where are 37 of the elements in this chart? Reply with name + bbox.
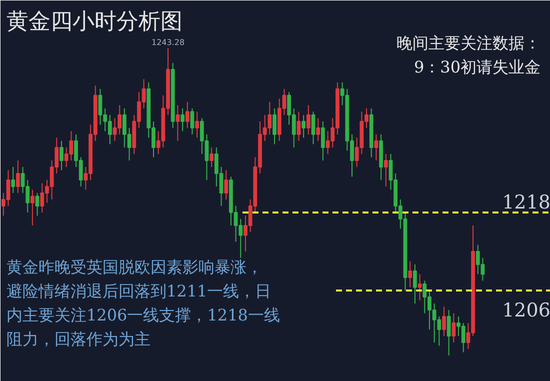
candlestick <box>195 111 200 138</box>
candlestick <box>320 120 325 161</box>
chart-title: 黄金四小时分析图 <box>6 10 182 34</box>
ref-line-label: 1218 <box>502 191 550 214</box>
candlestick <box>35 192 40 216</box>
candlestick <box>306 104 310 135</box>
candlestick <box>412 264 417 304</box>
candlestick <box>316 118 320 142</box>
candlestick <box>384 153 388 187</box>
candlestick <box>185 101 190 128</box>
annotation: 9：30初请失业金 <box>414 58 541 76</box>
candlestick <box>408 260 412 288</box>
candlestick <box>311 111 316 145</box>
candlestick <box>180 108 184 132</box>
ref-line-label: 1206 <box>502 299 550 322</box>
annotation: 阻力，回落作为为主 <box>6 330 150 348</box>
annotation: 晚间主要关注数据： <box>396 34 540 52</box>
candlestick <box>272 108 276 145</box>
candlestick <box>190 108 194 135</box>
annotation: 1243.28 <box>151 38 185 48</box>
candlestick <box>302 114 306 138</box>
candlestick <box>442 306 446 336</box>
candlestick <box>374 134 378 161</box>
candlestick <box>296 111 301 142</box>
candlestick <box>16 160 20 194</box>
candlestick <box>11 166 16 194</box>
candlestick <box>60 140 64 171</box>
candlestick <box>210 146 214 168</box>
candlestick <box>446 309 451 356</box>
annotation: 黄金昨晚受英国脱欧因素影响暴涨， <box>6 258 262 276</box>
annotation: 内主要关注1206一线支撑，1218一线 <box>6 306 280 324</box>
candlestick <box>176 104 180 142</box>
candlestick <box>30 189 34 226</box>
candlestick <box>224 170 228 200</box>
candlestick <box>418 274 422 301</box>
annotation: 避险情绪消退后回落到1211一线，日 <box>6 282 272 300</box>
candlestick <box>452 312 456 343</box>
